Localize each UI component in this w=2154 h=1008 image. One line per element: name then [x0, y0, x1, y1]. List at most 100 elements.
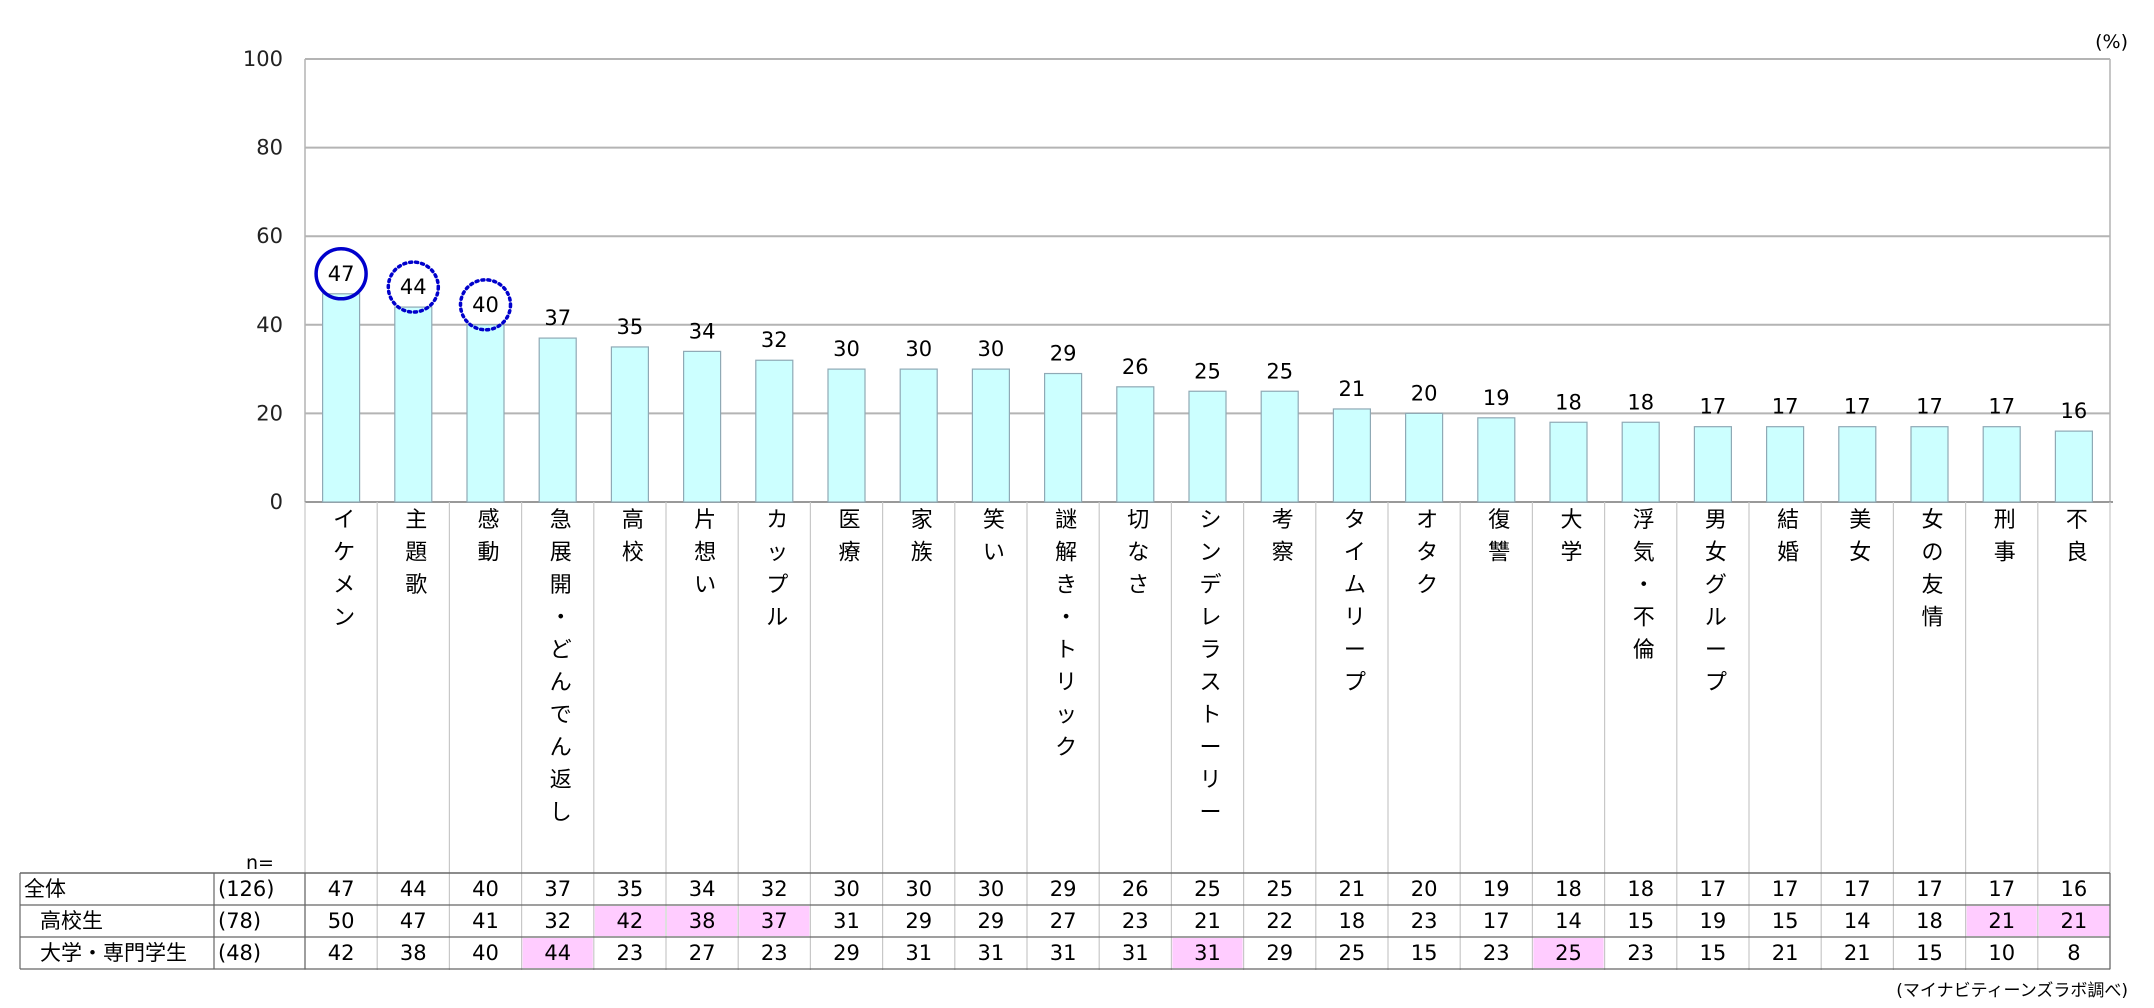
data-label-主題歌: 44 [400, 275, 427, 299]
highlight-circles [314, 247, 513, 332]
gridlines [304, 58, 2113, 970]
data-label-タイムリープ: 21 [1339, 377, 1366, 401]
table-cell: 29 [978, 909, 1005, 933]
data-label-シンデレラストーリー: 25 [1194, 359, 1221, 383]
table-cell: 18 [1339, 909, 1366, 933]
bar-タイムリープ [1332, 408, 1372, 503]
category-label-片想い: 片想い [694, 508, 716, 598]
table-cell: 25 [1194, 877, 1221, 901]
table-cell: 10 [1988, 941, 2015, 965]
category-label-復讐: 復讐 [1488, 508, 1510, 566]
data-label-浮気・不倫: 18 [1627, 390, 1654, 414]
table-cell: 18 [1627, 877, 1654, 901]
table-row-n: (126) [218, 877, 274, 901]
table-cell: 25 [1555, 941, 1582, 965]
table-cell: 15 [1916, 941, 1943, 965]
data-label-男女グループ: 17 [1700, 395, 1727, 419]
category-label-カップル: カップル [766, 508, 788, 631]
data-label-家族: 30 [905, 337, 932, 361]
data-label-考察: 25 [1266, 359, 1293, 383]
bar-イケメン [322, 293, 361, 503]
category-label-タイムリープ: タイムリープ [1344, 508, 1366, 696]
data-table: 全体 (126) 47 44 40 37 35 34 32 30 30 30 29 26 25 25 21 20 1… [19, 872, 2111, 970]
table-cell: 21 [2061, 909, 2088, 933]
table-cell: 21 [1988, 909, 2015, 933]
category-label-大学: 大学 [1560, 508, 1582, 566]
bar-急展開・どんでん返し [538, 337, 577, 503]
highlight-cell-高校生-カップル [739, 906, 810, 936]
highlight-cell-大学・専門学生-大学 [1533, 938, 1604, 968]
table-cell: 34 [689, 877, 716, 901]
y-tick-0: 0 [270, 490, 283, 514]
bar-切なさ [1116, 386, 1155, 503]
table-cell: 40 [472, 877, 499, 901]
table-cell: 40 [472, 941, 499, 965]
bar-大学 [1549, 421, 1588, 503]
table-cell: 16 [2061, 877, 2088, 901]
table-cell: 18 [1916, 909, 1943, 933]
bar-浮気・不倫 [1621, 421, 1660, 503]
table-cell: 42 [617, 909, 644, 933]
category-label-不良: 不良 [2066, 508, 2088, 566]
table-cell: 25 [1266, 877, 1293, 901]
table-cell: 38 [400, 941, 427, 965]
bar-医療 [827, 368, 866, 503]
category-label-高校: 高校 [622, 508, 644, 566]
table-cell: 14 [1555, 909, 1582, 933]
data-label-急展開・どんでん返し: 37 [544, 306, 571, 330]
source-note: (マイナビティーンズラボ調べ) [1896, 981, 2128, 1001]
data-label-高校: 35 [617, 315, 644, 339]
category-label-美女: 美女 [1849, 508, 1871, 566]
category-label-イケメン: イケメン [333, 508, 355, 631]
table-cell: 31 [1050, 941, 1077, 965]
table-cell: 31 [1122, 941, 1149, 965]
highlight-circle-イケメン [314, 247, 368, 301]
data-label-イケメン: 47 [328, 262, 355, 286]
table-cell: 30 [978, 877, 1005, 901]
category-label-主題歌: 主題歌 [405, 508, 427, 598]
bar-笑い [971, 368, 1011, 503]
category-label-結婚: 結婚 [1777, 508, 1799, 566]
table-cell: 42 [328, 941, 355, 965]
category-label-急展開・どんでん返し: 急展開・どんでん返し [550, 508, 572, 826]
category-label-笑い: 笑い [983, 508, 1005, 566]
table-cell: 23 [1122, 909, 1149, 933]
table-cell: 23 [1627, 941, 1654, 965]
table-cell: 23 [617, 941, 644, 965]
table-cell: 27 [689, 941, 716, 965]
highlight-cell-大学・専門学生-急展開・どんでん返し [522, 938, 593, 968]
y-tick-100: 100 [243, 47, 283, 71]
highlight-circle-主題歌 [386, 260, 441, 314]
bars [322, 293, 2093, 503]
data-label-結婚: 17 [1772, 395, 1799, 419]
bar-美女 [1838, 426, 1877, 503]
table-cell: 19 [1700, 909, 1727, 933]
data-label-切なさ: 26 [1122, 355, 1149, 379]
highlight-cell-大学・専門学生-シンデレラストーリー [1172, 938, 1243, 968]
table-cell: 18 [1555, 877, 1582, 901]
table-cell: 29 [1050, 877, 1077, 901]
bar-考察 [1260, 390, 1299, 503]
table-cell: 17 [1988, 877, 2015, 901]
table-cell: 30 [833, 877, 860, 901]
table-cell: 15 [1772, 909, 1799, 933]
data-label-片想い: 34 [689, 319, 716, 343]
data-label-女の友情: 17 [1916, 395, 1943, 419]
bar-刑事 [1982, 426, 2021, 503]
table-cell: 21 [1339, 877, 1366, 901]
table-cell: 44 [544, 941, 571, 965]
category-label-感動: 感動 [477, 508, 499, 566]
table-row-n: (78) [218, 909, 261, 933]
y-axis-tick-labels: 0 20 40 60 80 100 [243, 47, 283, 514]
table-cell: 32 [544, 909, 571, 933]
category-label-家族: 家族 [911, 508, 933, 566]
bar-シンデレラストーリー [1188, 390, 1227, 503]
table-cell: 19 [1483, 877, 1510, 901]
table-cell: 32 [761, 877, 788, 901]
category-label-切なさ: 切なさ [1127, 508, 1149, 598]
highlight-cell-高校生-不良 [2038, 906, 2109, 936]
table-cell: 21 [1844, 941, 1871, 965]
table-cell: 31 [1194, 941, 1221, 965]
